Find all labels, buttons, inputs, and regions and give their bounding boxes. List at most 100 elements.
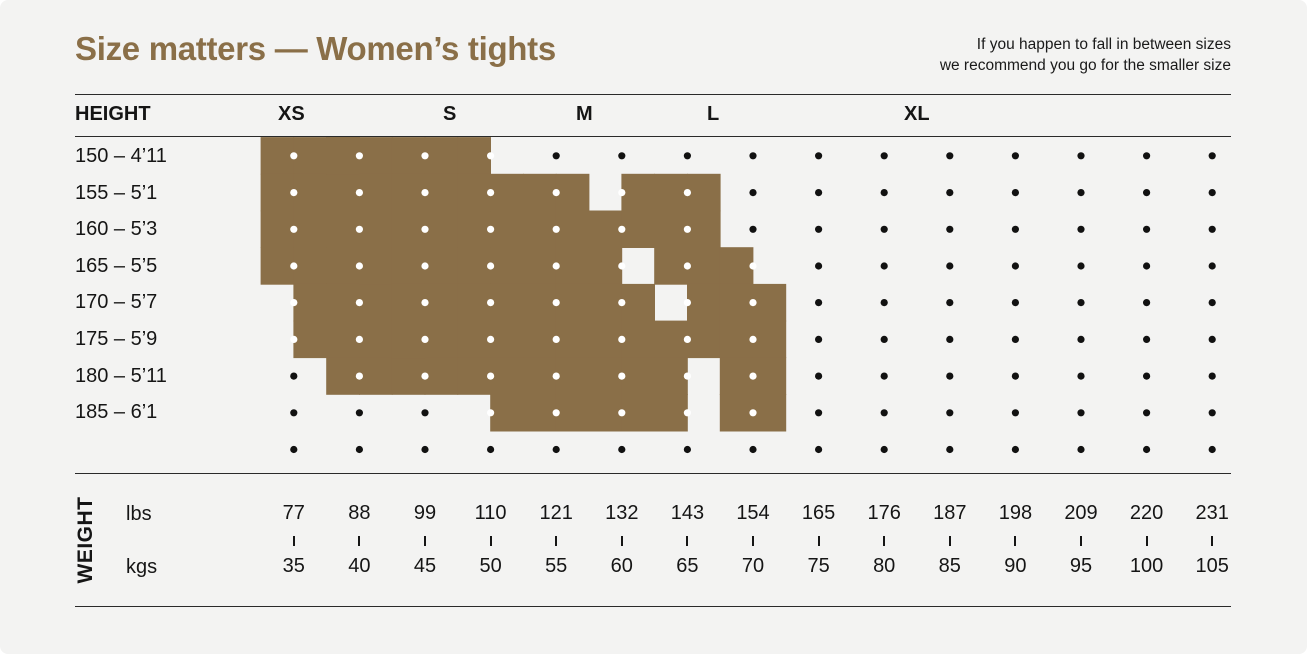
region-cell — [391, 357, 426, 395]
region-cell — [457, 210, 491, 248]
grid-dot — [421, 152, 429, 160]
grid-dot — [421, 225, 429, 233]
weight-kgs-label: 35 — [282, 555, 305, 577]
grid-dot — [1143, 189, 1151, 197]
weight-lbs-label: 209 — [1064, 502, 1098, 524]
grid-dot — [355, 189, 363, 197]
unit-kgs: kgs — [126, 556, 158, 578]
grid-dot — [880, 409, 888, 417]
grid-dot — [421, 409, 429, 417]
grid-dot — [355, 445, 363, 454]
weight-lbs-label: 132 — [605, 502, 639, 524]
grid-dot — [946, 372, 954, 380]
grid-dot — [618, 335, 626, 343]
grid-dot — [1143, 262, 1151, 270]
grid-dot — [1208, 409, 1216, 417]
grid-dot — [815, 225, 823, 233]
grid-dot — [683, 262, 692, 270]
region-cell — [359, 173, 393, 212]
region-cell — [490, 283, 524, 322]
region-cell — [555, 173, 590, 212]
region-cell — [523, 320, 557, 359]
grid-dot — [1208, 152, 1216, 160]
grid-dot — [290, 335, 298, 343]
region-cell — [752, 283, 787, 322]
region-cell — [490, 210, 524, 248]
grid-dot — [683, 299, 692, 307]
region-cell — [555, 394, 590, 432]
region-cell — [621, 357, 655, 395]
region-cell — [457, 283, 491, 322]
grid-dot — [946, 262, 954, 270]
unit-lbs: lbs — [126, 503, 152, 525]
weight-tick — [358, 536, 361, 546]
grid-dot — [618, 409, 626, 417]
grid-dot — [355, 409, 363, 417]
grid-dot — [290, 189, 298, 197]
region-cell — [654, 357, 688, 395]
weight-lbs-label: 88 — [348, 502, 371, 524]
region-cell — [391, 320, 426, 359]
weight-kgs-label: 105 — [1195, 555, 1229, 577]
grid-dot — [552, 225, 560, 233]
weight-kgs-label: 75 — [807, 555, 830, 577]
grid-dot — [946, 225, 954, 233]
grid-dot — [355, 262, 363, 270]
grid-dot — [880, 299, 888, 307]
grid-dot — [290, 262, 298, 270]
region-cell — [424, 137, 459, 175]
weight-tick — [1080, 536, 1082, 546]
grid-dot — [487, 299, 495, 307]
weight-tick — [555, 536, 558, 546]
height-header: HEIGHT — [75, 103, 151, 125]
grid-dot — [618, 189, 626, 197]
weight-kgs-label: 45 — [413, 555, 437, 577]
sizing-note-line-2: we recommend you go for the smaller size — [939, 57, 1231, 74]
grid-dot — [421, 299, 429, 307]
weight-kgs-label: 95 — [1069, 555, 1093, 577]
weight-kgs-label: 50 — [479, 555, 502, 577]
region-cell — [391, 173, 426, 212]
region-cell — [424, 283, 459, 322]
grid-dot — [1143, 445, 1151, 454]
region-cell — [293, 210, 327, 248]
grid-dot — [1011, 189, 1020, 197]
grid-dot — [946, 335, 954, 343]
region-cell — [719, 357, 754, 395]
region-cell — [457, 137, 491, 175]
grid-dot — [1077, 262, 1085, 270]
region-cell — [359, 210, 393, 248]
region-cell — [260, 247, 295, 285]
grid-dot — [552, 189, 560, 197]
weight-kgs-label: 60 — [610, 555, 633, 577]
region-cell — [687, 247, 721, 285]
region-cell — [752, 394, 787, 432]
height-label: 175 – 5’9 — [75, 328, 158, 350]
region-cell — [260, 210, 295, 248]
grid-dot — [815, 189, 823, 197]
grid-dot — [1077, 372, 1085, 380]
region-cell — [490, 247, 524, 285]
region-cell — [621, 210, 655, 248]
grid-dot — [749, 445, 757, 454]
grid-dot — [421, 445, 429, 454]
grid-dot — [946, 189, 954, 197]
weight-lbs-label: 198 — [998, 502, 1033, 524]
region-cell — [719, 320, 754, 359]
region-cell — [687, 320, 721, 359]
grid-dot — [290, 409, 298, 417]
grid-dot — [880, 372, 888, 380]
size-region-l — [490, 173, 688, 432]
weight-lbs-label: 154 — [736, 502, 770, 524]
region-cell — [588, 247, 623, 285]
region-cell — [391, 283, 426, 322]
region-cell — [424, 320, 459, 359]
region-cell — [654, 210, 688, 248]
grid-dot — [355, 152, 363, 160]
region-cell — [687, 173, 721, 212]
region-cell — [523, 283, 557, 322]
grid-dot — [290, 372, 298, 380]
weight-tick — [883, 536, 886, 546]
